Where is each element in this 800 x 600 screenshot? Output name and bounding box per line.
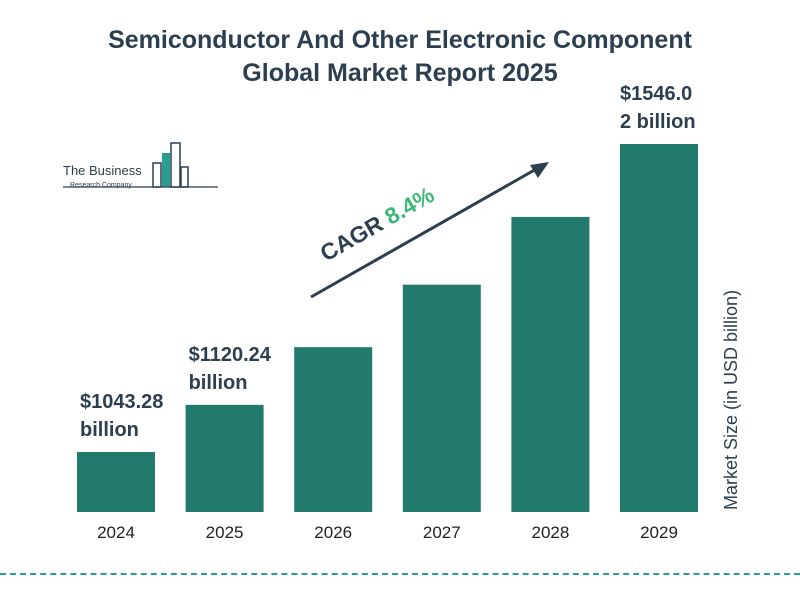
logo-bars-icon (63, 142, 218, 188)
x-tick-label-2029: 2029 (640, 523, 678, 542)
cagr-annotation: CAGR 8.4% (316, 181, 439, 266)
x-tick-label-2024: 2024 (97, 523, 135, 542)
cagr-arrow (310, 162, 549, 299)
bottom-divider (0, 573, 800, 575)
data-label-2029-line2: 2 billion (620, 111, 696, 133)
logo-line1: The Business (63, 163, 142, 178)
bar-2028 (511, 216, 590, 512)
data-label-2024-line1: $1043.28 (80, 391, 163, 413)
data-label-2024-line2: billion (80, 419, 139, 441)
bar-2027 (402, 284, 481, 512)
chart-title-line2: Global Market Report 2025 (242, 59, 558, 87)
data-label-2025-line2: billion (189, 372, 248, 394)
company-logo: The Business Research Company (63, 142, 218, 189)
x-tick-label-2026: 2026 (314, 523, 352, 542)
bar-2024 (77, 452, 155, 512)
x-tick-label-2025: 2025 (206, 523, 244, 542)
x-tick-label-2028: 2028 (531, 523, 569, 542)
bar-2026 (294, 347, 373, 512)
cagr-value: 8.4% (380, 181, 438, 230)
chart-title-line1: Semiconductor And Other Electronic Compo… (108, 26, 692, 54)
x-tick-label-2027: 2027 (423, 523, 461, 542)
data-label-2025-line1: $1120.24 (189, 344, 272, 366)
logo-line2: Research Company (70, 182, 132, 189)
data-label-2029-line1: $1546.0 (620, 83, 692, 105)
bar-2029 (620, 144, 698, 512)
y-axis-label: Market Size (in USD billion) (721, 290, 741, 510)
bar-2025 (185, 404, 264, 512)
